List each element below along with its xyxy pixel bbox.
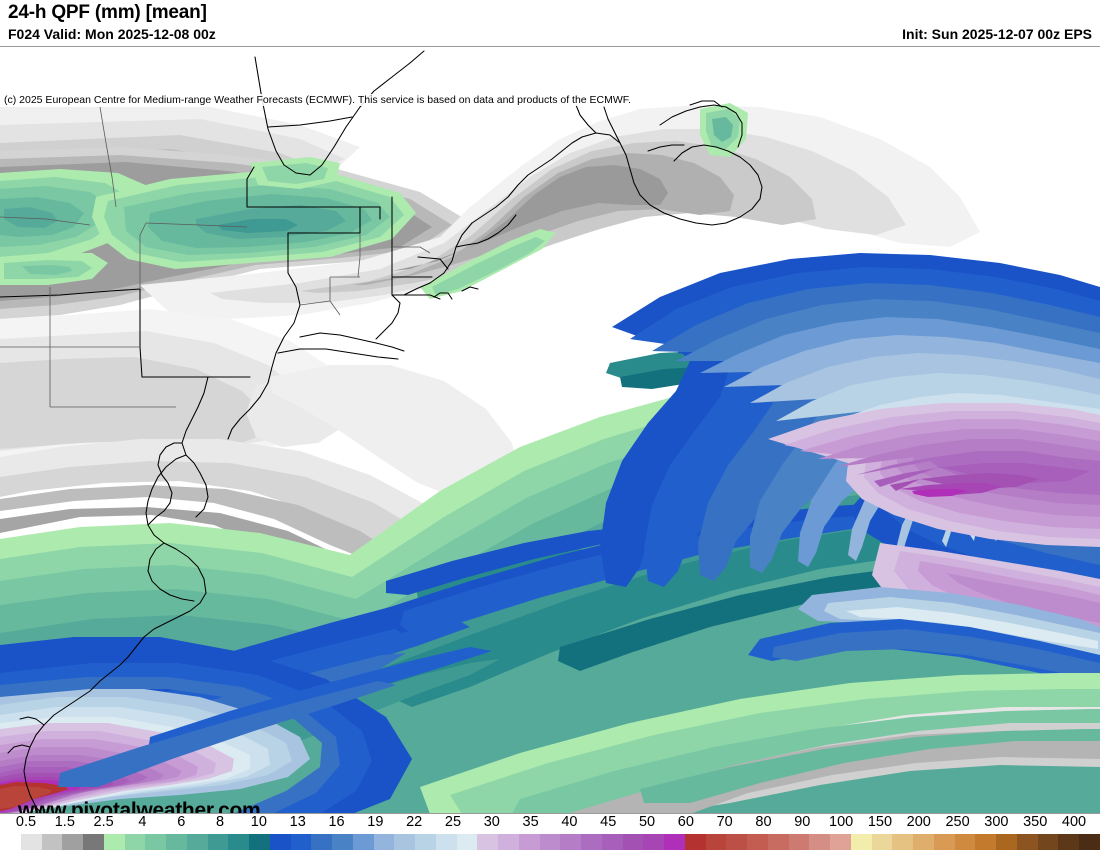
- colorbar-swatch[interactable]: [311, 834, 332, 850]
- colorbar-swatch[interactable]: [581, 834, 602, 850]
- colorbar-tick-label: 300: [984, 814, 1009, 830]
- colorbar-swatch[interactable]: [166, 834, 187, 850]
- colorbar-swatch[interactable]: [269, 834, 291, 850]
- colorbar-swatch[interactable]: [352, 834, 374, 850]
- colorbar-swatch[interactable]: [871, 834, 893, 850]
- colorbar-swatch[interactable]: [228, 834, 249, 850]
- colorbar-swatch[interactable]: [726, 834, 747, 850]
- colorbar-tick-label: 45: [600, 814, 617, 830]
- colorbar-tick-label: 6: [177, 814, 186, 830]
- colorbar-tick-label: 350: [1023, 814, 1048, 830]
- colorbar-swatch[interactable]: [1079, 834, 1100, 850]
- valid-time-label: F024 Valid: Mon 2025-12-08 00z: [8, 26, 216, 42]
- colorbar-tick-label: 60: [677, 814, 694, 830]
- colorbar-swatch[interactable]: [601, 834, 623, 850]
- colorbar-swatch[interactable]: [767, 834, 789, 850]
- logo-text-pre: piv: [761, 813, 826, 814]
- colorbar-swatch[interactable]: [477, 834, 498, 850]
- colorbar-swatch[interactable]: [830, 834, 851, 850]
- colorbar-swatch[interactable]: [850, 834, 872, 850]
- colorbar-swatch[interactable]: [975, 834, 996, 850]
- colorbar-swatch[interactable]: [622, 834, 644, 850]
- colorbar-tick-label: 22: [406, 814, 423, 830]
- colorbar-swatch[interactable]: [996, 834, 1017, 850]
- colorbar-tick-label: 35: [522, 814, 539, 830]
- colorbar-swatch[interactable]: [1037, 834, 1059, 850]
- colorbar-tick-label: 100: [829, 814, 854, 830]
- site-watermark: www.pivotalweather.com: [18, 799, 261, 814]
- map-canvas[interactable]: (c) 2025 European Centre for Medium-rang…: [0, 46, 1100, 814]
- colorbar-swatch[interactable]: [207, 834, 229, 850]
- colorbar-swatches[interactable]: [0, 834, 1100, 850]
- colorbar-swatch[interactable]: [954, 834, 976, 850]
- colorbar-tick-label: 90: [794, 814, 811, 830]
- colorbar-tick-label: 0.5: [15, 814, 37, 830]
- colorbar-swatch[interactable]: [186, 834, 208, 850]
- colorbar-tick-label: 40: [561, 814, 578, 830]
- colorbar-tick-label: 2.5: [93, 814, 114, 830]
- pivotal-weather-logo: piv tal weathe: [761, 812, 1092, 814]
- colorbar-tick-label: 80: [755, 814, 772, 830]
- colorbar-swatch[interactable]: [456, 834, 478, 850]
- colorbar[interactable]: 0.5 1.5 2.5 4 6 8 10 13 16 19 22 25 30 35 40 45 50 60 70 80…: [0, 814, 1100, 850]
- colorbar-swatch[interactable]: [83, 834, 104, 850]
- colorbar-swatch[interactable]: [684, 834, 706, 850]
- colorbar-swatch[interactable]: [20, 834, 42, 850]
- colorbar-tick-label: 50: [638, 814, 656, 830]
- colorbar-tick-label: 200: [906, 814, 931, 830]
- colorbar-swatch[interactable]: [664, 834, 685, 850]
- qpf-contour-field: [0, 47, 1100, 813]
- colorbar-swatch[interactable]: [518, 834, 540, 850]
- colorbar-tick-label: 70: [716, 814, 733, 830]
- colorbar-swatch[interactable]: [332, 834, 353, 850]
- colorbar-swatch[interactable]: [435, 834, 457, 850]
- colorbar-swatch[interactable]: [124, 834, 146, 850]
- colorbar-tick-label: 400: [1061, 814, 1087, 830]
- colorbar-swatch[interactable]: [415, 834, 436, 850]
- logo-text-post: tal weather: [862, 813, 1092, 814]
- colorbar-swatch[interactable]: [290, 834, 312, 850]
- map-header: 24-h QPF (mm) [mean] F024 Valid: Mon 202…: [0, 0, 1100, 46]
- colorbar-swatch[interactable]: [1058, 834, 1079, 850]
- colorbar-swatch[interactable]: [103, 834, 125, 850]
- colorbar-tick-label: 1.5: [54, 814, 75, 830]
- colorbar-swatch[interactable]: [249, 834, 270, 850]
- page-title: 24-h QPF (mm) [mean]: [8, 2, 207, 23]
- colorbar-swatch[interactable]: [809, 834, 830, 850]
- colorbar-swatch[interactable]: [145, 834, 166, 850]
- colorbar-swatch[interactable]: [373, 834, 395, 850]
- colorbar-tick-label: 16: [328, 814, 345, 830]
- colorbar-tick-label: 30: [483, 814, 500, 830]
- colorbar-swatch[interactable]: [643, 834, 664, 850]
- colorbar-swatch[interactable]: [705, 834, 727, 850]
- init-time-label: Init: Sun 2025-12-07 00z EPS: [902, 26, 1092, 42]
- colorbar-swatch[interactable]: [747, 834, 768, 850]
- colorbar-swatch[interactable]: [0, 834, 21, 850]
- colorbar-swatch[interactable]: [394, 834, 415, 850]
- colorbar-swatch[interactable]: [62, 834, 83, 850]
- colorbar-swatch[interactable]: [933, 834, 955, 850]
- colorbar-labels: 0.5 1.5 2.5 4 6 8 10 13 16 19 22 25 30 35 40 45 50 60 70 80…: [0, 814, 1100, 832]
- colorbar-tick-label: 8: [216, 814, 225, 830]
- colorbar-tick-label: 25: [444, 814, 462, 830]
- copyright-notice: (c) 2025 European Centre for Medium-rang…: [2, 94, 633, 106]
- colorbar-swatch[interactable]: [788, 834, 810, 850]
- colorbar-swatch[interactable]: [1016, 834, 1038, 850]
- colorbar-tick-label: 250: [945, 814, 970, 830]
- colorbar-swatch[interactable]: [498, 834, 519, 850]
- colorbar-swatch[interactable]: [539, 834, 561, 850]
- colorbar-swatch[interactable]: [892, 834, 913, 850]
- colorbar-swatch[interactable]: [913, 834, 934, 850]
- colorbar-tick-label: 4: [138, 814, 147, 830]
- colorbar-swatch[interactable]: [41, 834, 63, 850]
- colorbar-swatch[interactable]: [560, 834, 581, 850]
- colorbar-tick-label: 13: [289, 814, 306, 830]
- colorbar-tick-label: 10: [250, 814, 267, 830]
- colorbar-tick-label: 19: [367, 814, 384, 830]
- colorbar-tick-label: 150: [867, 814, 893, 830]
